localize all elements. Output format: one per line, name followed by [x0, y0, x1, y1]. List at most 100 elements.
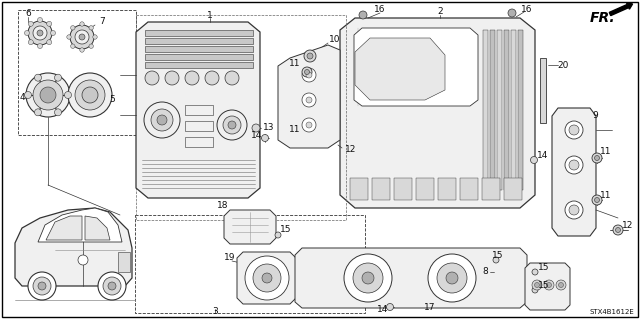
Circle shape [616, 227, 621, 233]
Circle shape [262, 273, 272, 283]
Circle shape [28, 272, 56, 300]
Circle shape [33, 26, 47, 40]
Circle shape [302, 67, 312, 77]
Circle shape [569, 125, 579, 135]
Bar [136, 15, 346, 220]
Circle shape [28, 40, 33, 45]
Polygon shape [224, 210, 276, 244]
Text: 4: 4 [19, 93, 25, 102]
Text: 14: 14 [251, 130, 262, 139]
Circle shape [38, 18, 42, 23]
Polygon shape [525, 263, 570, 310]
Polygon shape [340, 18, 535, 208]
Circle shape [565, 156, 583, 174]
Text: 14: 14 [537, 151, 548, 160]
Bar [490, 30, 495, 190]
Circle shape [595, 155, 600, 160]
Circle shape [387, 303, 394, 310]
Circle shape [275, 232, 281, 238]
Circle shape [262, 135, 269, 142]
Text: 11: 11 [600, 190, 611, 199]
Circle shape [93, 35, 97, 39]
Bar [18, 10, 136, 135]
Circle shape [613, 225, 623, 235]
Circle shape [145, 71, 159, 85]
Circle shape [306, 122, 312, 128]
Bar [518, 30, 523, 190]
Polygon shape [355, 38, 445, 100]
Circle shape [205, 71, 219, 85]
Circle shape [80, 22, 84, 26]
Circle shape [302, 93, 316, 107]
Bar [185, 105, 213, 115]
Circle shape [253, 264, 281, 292]
Circle shape [531, 157, 538, 164]
Polygon shape [237, 252, 296, 304]
Bar [540, 58, 546, 123]
Circle shape [51, 31, 56, 35]
Circle shape [47, 40, 52, 45]
Text: 11: 11 [289, 125, 301, 135]
Circle shape [565, 121, 583, 139]
Circle shape [26, 73, 70, 117]
Text: 15: 15 [492, 250, 504, 259]
Circle shape [223, 116, 241, 134]
Text: 17: 17 [424, 303, 436, 313]
Circle shape [98, 272, 126, 300]
Polygon shape [46, 216, 82, 240]
Circle shape [65, 92, 72, 99]
Circle shape [80, 48, 84, 52]
Text: STX4B1612E: STX4B1612E [589, 309, 634, 315]
Text: 7: 7 [99, 18, 105, 26]
Circle shape [532, 287, 538, 293]
Text: 6: 6 [25, 10, 31, 19]
Circle shape [70, 25, 94, 49]
Text: 16: 16 [521, 5, 532, 14]
Circle shape [595, 197, 600, 203]
Polygon shape [85, 216, 110, 240]
Polygon shape [38, 208, 122, 242]
Circle shape [592, 195, 602, 205]
Circle shape [144, 102, 180, 138]
Circle shape [544, 280, 554, 290]
Text: 1: 1 [207, 11, 213, 19]
Circle shape [305, 70, 310, 75]
Text: 5: 5 [109, 95, 115, 105]
Circle shape [78, 255, 88, 265]
Circle shape [165, 71, 179, 85]
Text: 2: 2 [437, 8, 443, 17]
Bar [504, 30, 509, 190]
Circle shape [157, 115, 167, 125]
Circle shape [75, 80, 105, 110]
Circle shape [75, 30, 89, 44]
Polygon shape [552, 108, 596, 236]
Bar [145, 62, 253, 68]
Circle shape [245, 256, 289, 300]
Text: 9: 9 [592, 110, 598, 120]
Circle shape [151, 109, 173, 131]
Circle shape [24, 31, 29, 35]
Circle shape [302, 118, 316, 132]
Circle shape [359, 11, 367, 19]
Bar [482, 178, 500, 200]
Bar [416, 178, 434, 200]
Circle shape [40, 87, 56, 103]
Circle shape [38, 43, 42, 48]
Bar [497, 30, 502, 190]
Text: 3: 3 [212, 308, 218, 316]
Circle shape [108, 282, 116, 290]
Text: 18: 18 [216, 201, 228, 210]
Bar [511, 30, 516, 190]
Text: 15: 15 [538, 280, 550, 290]
Text: 14: 14 [376, 306, 388, 315]
Circle shape [547, 283, 552, 287]
Circle shape [569, 160, 579, 170]
Circle shape [306, 72, 312, 78]
Circle shape [532, 280, 542, 290]
Circle shape [228, 121, 236, 129]
Circle shape [437, 263, 467, 293]
Circle shape [592, 153, 602, 163]
Circle shape [79, 34, 85, 40]
Bar [185, 121, 213, 131]
Circle shape [54, 109, 61, 116]
